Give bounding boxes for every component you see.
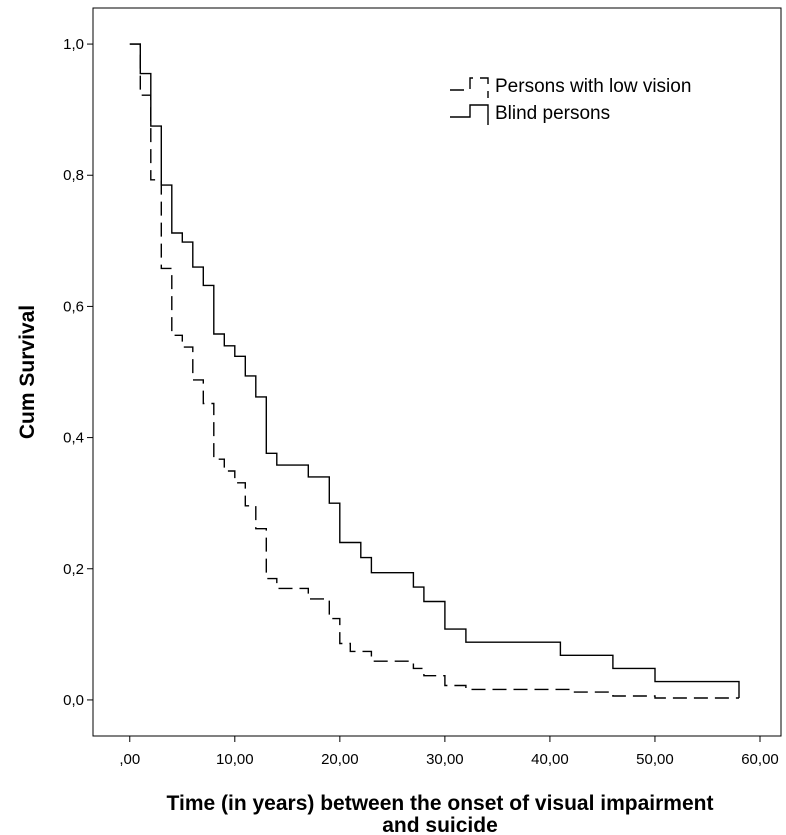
legend-swatch-blind (450, 104, 489, 125)
series-line-low-vision (129, 43, 739, 699)
x-axis-title-line-1: Time (in years) between the onset of vis… (167, 792, 714, 815)
y-tick-label: 0,8 (63, 167, 84, 184)
legend-item-blind: Blind persons (450, 103, 610, 125)
y-tick-label: 0,6 (63, 298, 84, 315)
axis-layer: ,00 10,00 20,00 30,00 40,00 50,00 60,00 0,0 0,2 0… (63, 36, 779, 768)
plot-frame (92, 7, 782, 737)
plot-layer (129, 43, 740, 699)
legend-swatch-low-vision (450, 77, 489, 98)
legend-label-blind: Blind persons (495, 103, 610, 124)
x-tick-label: 60,00 (741, 751, 779, 768)
x-tick-label: 50,00 (636, 751, 674, 768)
x-tick-label: 30,00 (426, 751, 464, 768)
x-axis-title-line-2: and suicide (382, 814, 498, 835)
legend-item-low-vision: Persons with low vision (450, 76, 691, 98)
x-tick-label: 40,00 (531, 751, 569, 768)
legend: Persons with low vision Blind persons (450, 76, 691, 125)
series-line-blind (129, 43, 740, 698)
y-tick-label: 1,0 (63, 36, 84, 53)
x-tick-label: 10,00 (216, 751, 254, 768)
x-tick-label: ,00 (119, 751, 140, 768)
y-tick-label: 0,0 (63, 692, 84, 709)
y-axis-title: Cum Survival (16, 305, 39, 439)
legend-label-low-vision: Persons with low vision (495, 76, 691, 97)
y-tick-label: 0,2 (63, 561, 84, 578)
x-tick-label: 20,00 (321, 751, 359, 768)
y-tick-label: 0,4 (63, 430, 84, 447)
